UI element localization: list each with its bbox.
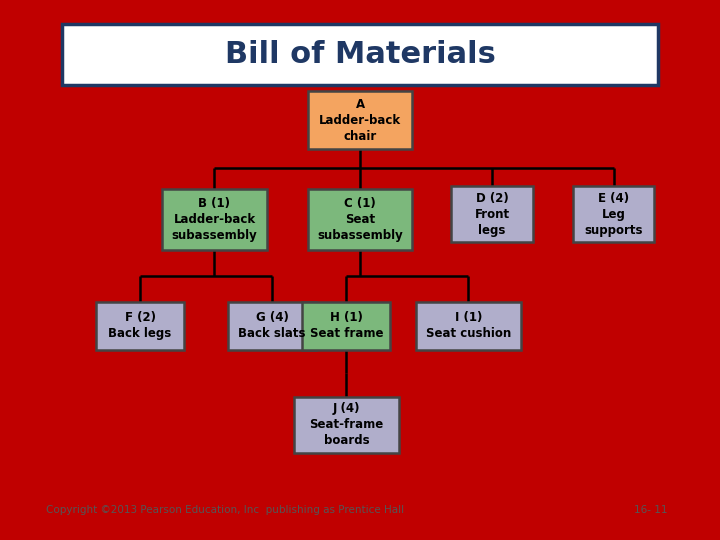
FancyBboxPatch shape [228, 302, 316, 350]
Text: H (1)
Seat frame: H (1) Seat frame [310, 312, 383, 340]
Text: B (1)
Ladder-back
subassembly: B (1) Ladder-back subassembly [171, 197, 257, 242]
FancyBboxPatch shape [162, 189, 267, 249]
Text: J (4)
Seat-frame
boards: J (4) Seat-frame boards [310, 402, 384, 447]
FancyBboxPatch shape [307, 189, 413, 249]
Text: E (4)
Leg
supports: E (4) Leg supports [585, 192, 643, 237]
FancyBboxPatch shape [302, 302, 390, 350]
FancyBboxPatch shape [573, 186, 654, 242]
FancyBboxPatch shape [294, 397, 399, 453]
Text: A
Ladder-back
chair: A Ladder-back chair [319, 98, 401, 143]
FancyBboxPatch shape [96, 302, 184, 350]
Text: Copyright ©2013 Pearson Education, Inc  publishing as Prentice Hall: Copyright ©2013 Pearson Education, Inc p… [45, 505, 404, 515]
Text: C (1)
Seat
subassembly: C (1) Seat subassembly [317, 197, 403, 242]
Text: I (1)
Seat cushion: I (1) Seat cushion [426, 312, 511, 340]
FancyBboxPatch shape [307, 91, 413, 150]
FancyBboxPatch shape [62, 24, 658, 85]
Text: D (2)
Front
legs: D (2) Front legs [474, 192, 510, 237]
FancyBboxPatch shape [451, 186, 533, 242]
Text: F (2)
Back legs: F (2) Back legs [109, 312, 171, 340]
Text: G (4)
Back slats: G (4) Back slats [238, 312, 306, 340]
Text: Bill of Materials: Bill of Materials [225, 40, 495, 69]
Text: 16- 11: 16- 11 [634, 505, 667, 515]
FancyBboxPatch shape [416, 302, 521, 350]
